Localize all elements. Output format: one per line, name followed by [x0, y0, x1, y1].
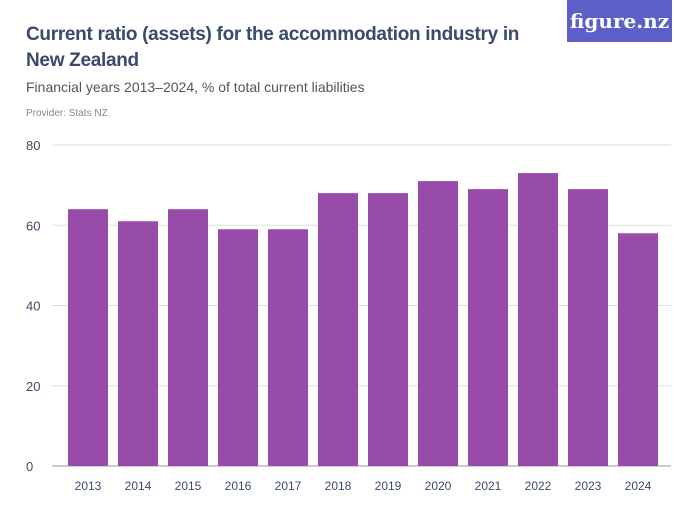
x-tick-label: 2021	[475, 479, 502, 493]
bar-2014	[118, 221, 158, 466]
x-tick-label: 2022	[525, 479, 552, 493]
bar-2013	[68, 209, 108, 466]
bar-2020	[418, 181, 458, 467]
x-tick-label: 2018	[325, 479, 352, 493]
y-tick-label: 40	[26, 299, 40, 314]
bar-2019	[368, 193, 408, 466]
chart-subtitle: Financial years 2013–2024, % of total cu…	[26, 79, 365, 95]
x-tick-label: 2015	[175, 479, 202, 493]
y-tick-label: 80	[26, 138, 40, 153]
figure-nz-logo[interactable]: figure.nz	[567, 0, 672, 42]
y-tick-label: 60	[26, 218, 40, 233]
bar-2022	[518, 173, 558, 466]
bar-2017	[268, 229, 308, 466]
logo-text: figure.nz	[569, 9, 670, 33]
provider-label: Provider: Stats NZ	[26, 108, 108, 119]
y-tick-label: 0	[26, 459, 33, 474]
bar-2024	[618, 233, 658, 466]
x-tick-label: 2024	[625, 479, 652, 493]
x-tick-label: 2013	[75, 479, 102, 493]
x-tick-label: 2014	[125, 479, 152, 493]
y-tick-label: 20	[26, 379, 40, 394]
x-tick-label: 2020	[425, 479, 452, 493]
bar-2018	[318, 193, 358, 466]
bar-2023	[568, 189, 608, 466]
x-tick-label: 2017	[275, 479, 302, 493]
chart-title: Current ratio (assets) for the accommoda…	[26, 24, 520, 71]
x-tick-label: 2016	[225, 479, 252, 493]
x-tick-label: 2023	[575, 479, 602, 493]
bar-2015	[168, 209, 208, 466]
bar-2016	[218, 229, 258, 466]
x-tick-label: 2019	[375, 479, 402, 493]
bar-2021	[468, 189, 508, 466]
